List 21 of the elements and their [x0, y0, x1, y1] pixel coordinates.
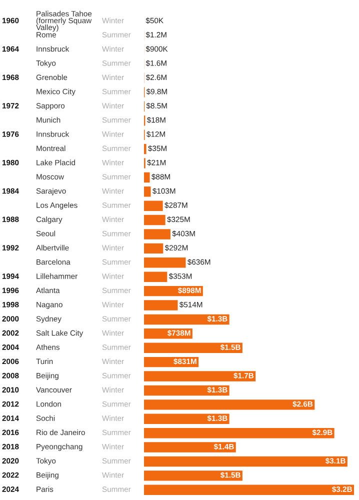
bar: [144, 428, 334, 438]
bar: [144, 470, 242, 481]
bar: [144, 214, 166, 226]
bar: [144, 484, 354, 496]
bar: [144, 300, 178, 310]
bar: [144, 314, 230, 325]
bar: [144, 172, 150, 183]
bar: [144, 258, 186, 268]
bar: [144, 442, 236, 452]
bar: [144, 342, 242, 353]
bar: [144, 200, 163, 211]
bar: [144, 385, 230, 396]
bar: [144, 243, 164, 254]
bar: [144, 186, 151, 197]
bar: [144, 229, 170, 240]
bar: [144, 456, 348, 467]
bar: [144, 272, 168, 282]
bar: [144, 328, 192, 339]
bar: [144, 414, 230, 424]
bar: [144, 400, 315, 410]
bar: [144, 371, 256, 382]
